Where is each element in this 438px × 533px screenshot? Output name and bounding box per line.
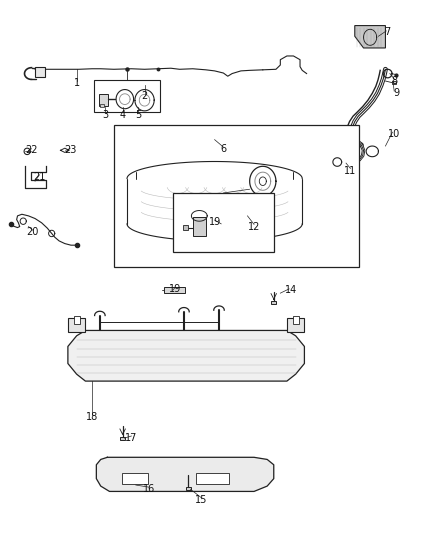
Text: 19: 19 [208, 217, 221, 227]
Bar [122, 473, 148, 484]
Text: 7: 7 [385, 27, 391, 37]
Text: 10: 10 [388, 130, 400, 139]
Bar [114, 125, 359, 266]
Bar [99, 94, 108, 106]
Bar [193, 217, 206, 236]
Bar [392, 81, 396, 84]
Text: 8: 8 [391, 76, 397, 86]
Text: 3: 3 [102, 110, 108, 119]
Bar [164, 287, 185, 293]
Text: 15: 15 [195, 495, 208, 505]
Text: 21: 21 [33, 172, 46, 182]
Text: 18: 18 [86, 412, 98, 422]
Bar [287, 318, 304, 332]
Bar [293, 316, 299, 324]
Bar [94, 80, 160, 112]
Text: 11: 11 [344, 166, 357, 175]
Text: 22: 22 [25, 146, 38, 155]
Text: 6: 6 [220, 144, 226, 154]
Text: 14: 14 [285, 286, 297, 295]
Bar [173, 193, 274, 252]
Text: 19: 19 [169, 284, 181, 294]
Text: 2: 2 [141, 91, 148, 101]
Text: 17: 17 [125, 433, 138, 443]
Text: 23: 23 [64, 146, 76, 155]
Polygon shape [355, 26, 385, 48]
Bar [35, 67, 45, 77]
Text: 16: 16 [143, 484, 155, 494]
Text: 20: 20 [27, 227, 39, 237]
Bar [196, 473, 229, 484]
Bar [120, 437, 125, 440]
Polygon shape [68, 330, 304, 381]
Text: 4: 4 [120, 110, 126, 119]
Bar [186, 487, 191, 490]
Bar [183, 225, 188, 230]
Text: 1: 1 [74, 78, 80, 87]
Text: 12: 12 [248, 222, 260, 231]
Text: 5: 5 [135, 110, 141, 119]
Text: 9: 9 [393, 88, 399, 98]
Bar [100, 104, 104, 107]
Polygon shape [96, 457, 274, 491]
Bar [271, 301, 276, 304]
Bar [68, 318, 85, 332]
Bar [74, 316, 80, 324]
